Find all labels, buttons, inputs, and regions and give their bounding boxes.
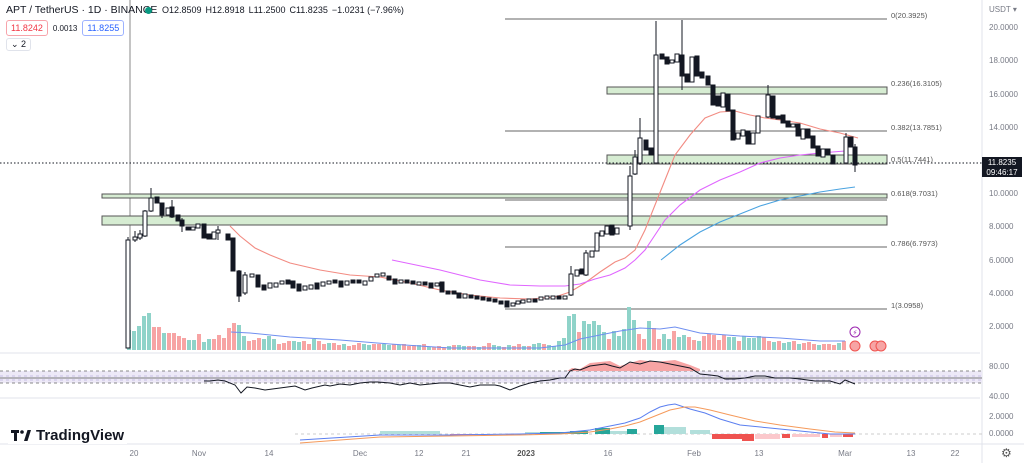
- fib-label: 0.382(13.7851): [891, 123, 942, 132]
- tradingview-logo[interactable]: TradingView: [8, 427, 128, 444]
- settings-gear-icon[interactable]: ⚙: [1001, 446, 1012, 460]
- buy-price-button[interactable]: 11.8255: [82, 20, 125, 36]
- spread-value: 0.0013: [52, 23, 78, 33]
- fib-label: 0.786(6.7973): [891, 239, 938, 248]
- price-tick: 2.0000: [989, 322, 1014, 331]
- candlesticks: [125, 20, 858, 349]
- price-tick: 8.0000: [989, 222, 1014, 231]
- price-tick: 20.0000: [989, 23, 1018, 32]
- time-tick: 2023: [517, 449, 535, 458]
- rsi-indicator: [0, 360, 982, 394]
- tradingview-logo-icon: [11, 430, 31, 441]
- svg-text:⚡: ⚡: [853, 329, 858, 337]
- bid-ask: 11.8242 0.0013 11.8255: [6, 20, 125, 36]
- close-value: C11.8235: [289, 5, 328, 15]
- indicators-toggle-button[interactable]: ⌄ 2: [6, 38, 32, 51]
- ema-mid-line: [391, 150, 846, 287]
- fib-label: 0(20.3925): [891, 11, 928, 20]
- price-tick: 18.0000: [989, 56, 1018, 65]
- fib-label: 1(3.0958): [891, 301, 924, 310]
- market-status-icon: [145, 6, 152, 14]
- macd-tick: 0.0000: [989, 429, 1014, 438]
- time-tick: Feb: [687, 449, 701, 458]
- time-tick: 22: [950, 449, 960, 458]
- price-tick: 4.0000: [989, 289, 1014, 298]
- time-tick: 16: [603, 449, 613, 458]
- time-tick: 21: [461, 449, 471, 458]
- ema-fast-line: [229, 110, 859, 300]
- sell-price-button[interactable]: 11.8242: [6, 20, 48, 36]
- time-tick: Nov: [191, 449, 207, 458]
- symbol-legend[interactable]: APT / TetherUS · 1D · BINANCE: [6, 4, 157, 16]
- fib-retracement[interactable]: [101, 18, 888, 310]
- price-tick: 16.0000: [989, 90, 1018, 99]
- open-value: O12.8509: [162, 5, 202, 15]
- fib-label: 0.236(16.3105): [891, 79, 942, 88]
- time-tick: 13: [754, 449, 764, 458]
- last-price: 11.8235: [987, 158, 1017, 167]
- time-tick: Mar: [838, 449, 852, 458]
- price-tick: 10.0000: [989, 189, 1018, 198]
- symbol-title[interactable]: APT / TetherUS · 1D · BINANCE: [6, 4, 158, 16]
- time-tick: 14: [264, 449, 274, 458]
- macd-tick: 2.0000: [989, 412, 1014, 421]
- event-markers[interactable]: ⚡: [849, 326, 887, 352]
- time-tick: Dec: [352, 449, 368, 458]
- high-value: H12.8918: [205, 5, 245, 15]
- time-tick: 12: [414, 449, 424, 458]
- fib-label: 0.618(9.7031): [891, 189, 938, 198]
- price-tick: 6.0000: [989, 256, 1014, 265]
- time-tick: 13: [906, 449, 916, 458]
- rsi-tick: 80.00: [989, 362, 1010, 371]
- rsi-tick: 40.00: [989, 392, 1010, 401]
- volume-bars: [127, 307, 846, 350]
- logo-text: TradingView: [36, 427, 125, 444]
- macd-indicator: [295, 403, 982, 444]
- low-value: L11.2500: [248, 5, 286, 15]
- last-price-tag: 11.8235 09:46:17: [982, 157, 1022, 177]
- fib-label: 0.5(11.7441): [891, 155, 933, 164]
- bar-countdown: 09:46:17: [986, 167, 1018, 177]
- currency-selector[interactable]: USDT ▾: [989, 5, 1017, 14]
- time-tick: 20: [129, 449, 139, 458]
- price-tick: 14.0000: [989, 123, 1018, 132]
- volume-ma-line: [230, 326, 845, 349]
- ema-slow-line: [660, 186, 856, 261]
- change-value: −1.0231 (−7.96%): [331, 5, 404, 15]
- ohlc-values: O12.8509 H12.8918 L11.2500 C11.8235 −1.0…: [145, 5, 404, 15]
